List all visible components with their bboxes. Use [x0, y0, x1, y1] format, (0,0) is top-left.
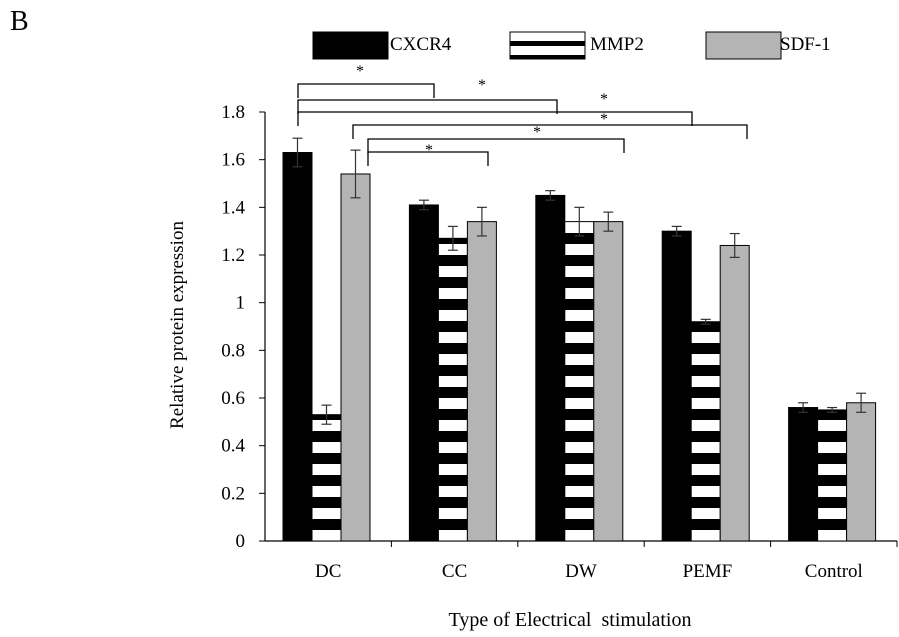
- legend-swatch: [509, 31, 586, 60]
- y-axis-label: Relative protein expression: [167, 221, 188, 429]
- y-tick-label: 0: [236, 531, 246, 552]
- y-tick-label: 0.2: [221, 483, 245, 504]
- bar: [340, 173, 371, 542]
- bar: [817, 409, 848, 542]
- x-tick-label: DW: [565, 561, 597, 582]
- significance-brackets: * * * * * *: [297, 63, 748, 166]
- y-tick-label: 0.8: [221, 340, 245, 361]
- legend: CXCR4 MMP2 SDF-1: [312, 31, 831, 60]
- significance-label: *: [478, 77, 486, 94]
- y-tick-label: 1.2: [221, 245, 245, 266]
- legend-label: SDF-1: [780, 34, 831, 55]
- legend-label: CXCR4: [390, 34, 452, 55]
- y-tick-label: 0.4: [221, 436, 245, 457]
- legend-swatch: [705, 31, 782, 60]
- panel-label: B: [10, 6, 29, 37]
- bar: [466, 221, 497, 542]
- bar: [437, 237, 468, 542]
- bar: [408, 204, 439, 542]
- significance-label: *: [600, 91, 608, 108]
- bar: [593, 221, 624, 542]
- x-tick-label: CC: [442, 561, 467, 582]
- y-tick-label: 1: [236, 293, 246, 314]
- significance-bracket: [367, 138, 625, 153]
- significance-label: *: [533, 124, 541, 141]
- bar: [282, 152, 313, 542]
- bar: [846, 402, 877, 542]
- y-tick-label: 1.4: [221, 197, 245, 218]
- bar: [535, 194, 566, 542]
- bar: [690, 321, 721, 542]
- significance-bracket: [352, 124, 748, 139]
- significance-bracket: [367, 151, 489, 166]
- bar: [719, 244, 750, 542]
- x-tick-label: Control: [805, 561, 863, 582]
- significance-label: *: [425, 142, 433, 159]
- x-tick-label: DC: [315, 561, 341, 582]
- y-tick-label: 1.8: [221, 102, 245, 123]
- significance-label: *: [356, 63, 364, 80]
- significance-bracket: [297, 99, 558, 114]
- legend-swatch: [312, 31, 389, 60]
- legend-label: MMP2: [590, 34, 644, 55]
- x-tick-label: PEMF: [683, 561, 733, 582]
- bar: [788, 407, 819, 542]
- bar: [564, 221, 595, 542]
- axes: 0 0.2 0.4 0.6 0.8 1 1.2 1.4 1.6 1.8 DC CC DW PEMF Cont…: [221, 102, 898, 582]
- significance-bracket: [297, 83, 435, 98]
- significance-label: *: [600, 111, 608, 128]
- y-tick-label: 0.6: [221, 388, 245, 409]
- significance-bracket: [297, 111, 693, 126]
- bars: [282, 137, 877, 542]
- bar: [311, 414, 342, 542]
- x-axis-label: Type of Electrical stimulation: [449, 609, 692, 631]
- bar: [661, 230, 692, 542]
- y-tick-label: 1.6: [221, 150, 245, 171]
